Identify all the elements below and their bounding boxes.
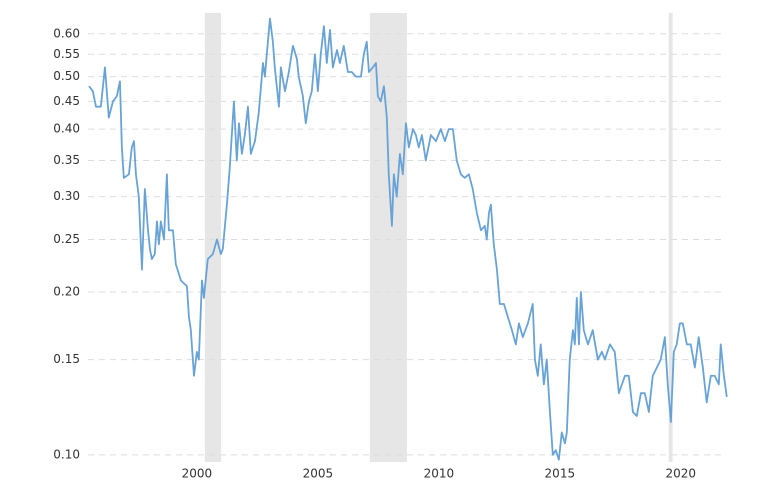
y-tick-label: 0.40 xyxy=(53,122,80,136)
y-tick-label: 0.30 xyxy=(53,189,80,203)
x-tick-label: 2010 xyxy=(424,467,455,481)
y-tick-label: 0.45 xyxy=(53,94,80,108)
recession-band xyxy=(668,13,673,462)
y-tick-label: 0.20 xyxy=(53,284,80,298)
y-tick-label: 0.55 xyxy=(53,47,80,61)
data-line xyxy=(88,17,728,461)
y-tick-label: 0.35 xyxy=(53,153,80,167)
x-tick-label: 2000 xyxy=(182,467,213,481)
x-tick-label: 2015 xyxy=(545,467,576,481)
recession-band xyxy=(369,13,407,462)
y-tick-label: 0.25 xyxy=(53,232,80,246)
x-tick-label: 2020 xyxy=(666,467,697,481)
y-tick-label: 0.50 xyxy=(53,69,80,83)
x-tick-label: 2005 xyxy=(303,467,334,481)
y-tick-label: 0.60 xyxy=(53,26,80,40)
y-tick-label: 0.15 xyxy=(53,352,80,366)
y-tick-label: 0.10 xyxy=(53,447,80,461)
recession-band xyxy=(204,13,222,462)
